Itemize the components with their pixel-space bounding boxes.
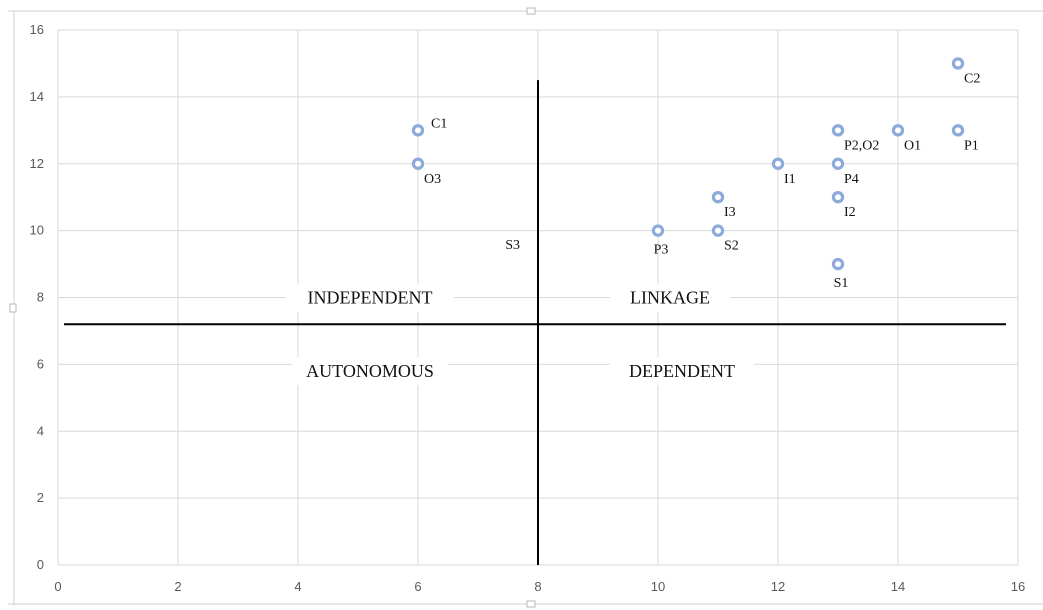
point-marker bbox=[651, 224, 665, 237]
y-tick-label: 0 bbox=[37, 557, 44, 572]
data-point-p3: P3 bbox=[651, 224, 669, 258]
y-tick-label: 8 bbox=[37, 290, 44, 305]
quadrant-label-linkage: LINKAGE bbox=[610, 283, 730, 312]
point-marker bbox=[831, 257, 845, 271]
point-marker bbox=[951, 124, 965, 137]
point-marker bbox=[411, 157, 425, 170]
x-tick-label: 12 bbox=[771, 579, 785, 594]
data-point-s2: S2 bbox=[711, 224, 739, 254]
quadrant-label-text: AUTONOMOUS bbox=[306, 361, 434, 381]
data-point-o1: O1 bbox=[891, 124, 921, 153]
quadrant-label-text: INDEPENDENT bbox=[308, 288, 433, 308]
x-tick-label: 2 bbox=[174, 579, 181, 594]
quadrant-label-autonomous: AUTONOMOUS bbox=[292, 357, 448, 386]
resize-handle-left[interactable] bbox=[9, 303, 17, 313]
quadrant-label-independent: INDEPENDENT bbox=[286, 283, 454, 312]
point-marker bbox=[891, 124, 905, 137]
point-marker bbox=[711, 190, 725, 204]
data-point-c2: C2 bbox=[951, 57, 980, 86]
x-tick-label: 4 bbox=[294, 579, 301, 594]
point-marker bbox=[711, 224, 725, 237]
point-label: O1 bbox=[904, 138, 921, 153]
x-tick-label: 8 bbox=[534, 579, 541, 594]
point-label: P3 bbox=[654, 243, 669, 258]
tick-labels: 0 2 4 6 8 10 12 14 16 0 2 4 6 8 10 12 14 16 bbox=[30, 22, 1026, 594]
x-tick-label: 6 bbox=[414, 579, 421, 594]
quadrant-label-background bbox=[286, 283, 454, 312]
y-tick-label: 10 bbox=[30, 223, 44, 238]
point-label: I2 bbox=[844, 205, 856, 220]
quadrant-label-background bbox=[610, 283, 730, 312]
data-point-o3: O3 bbox=[411, 157, 441, 187]
point-label: P2,O2 bbox=[844, 138, 879, 153]
point-marker bbox=[831, 157, 845, 170]
data-point-i1: I1 bbox=[771, 157, 796, 187]
y-tick-label: 2 bbox=[37, 490, 44, 505]
point-marker bbox=[951, 57, 965, 70]
data-point-i2: I2 bbox=[831, 190, 856, 220]
quadrant-labels: INDEPENDENT LINKAGE AUTONOMOUS DEPENDENT bbox=[286, 283, 754, 386]
resize-handle-bottom[interactable] bbox=[526, 600, 536, 608]
y-tick-label: 16 bbox=[30, 22, 44, 37]
point-marker bbox=[831, 124, 845, 137]
quadrant-label-background bbox=[292, 357, 448, 386]
x-tick-label: 16 bbox=[1011, 579, 1025, 594]
quadrant-dividers bbox=[64, 80, 1006, 565]
quadrant-label-background bbox=[610, 357, 754, 386]
point-label: C1 bbox=[431, 116, 447, 131]
quadrant-label-dependent: DEPENDENT bbox=[610, 357, 754, 386]
y-tick-label: 6 bbox=[37, 356, 44, 371]
point-marker bbox=[411, 124, 425, 137]
data-point-s1: S1 bbox=[831, 257, 849, 291]
y-tick-label: 12 bbox=[30, 156, 44, 171]
point-label: S2 bbox=[724, 239, 739, 254]
point-label: O3 bbox=[424, 172, 441, 187]
data-point-p4: P4 bbox=[831, 157, 859, 187]
resize-handle-top[interactable] bbox=[526, 7, 536, 15]
point-marker bbox=[831, 190, 845, 204]
data-point-c1: C1 bbox=[411, 116, 447, 137]
y-tick-label: 14 bbox=[30, 89, 44, 104]
point-label: C2 bbox=[964, 71, 980, 86]
point-label: I1 bbox=[784, 172, 796, 187]
data-point-p2-o2: P2,O2 bbox=[831, 124, 879, 153]
point-label: S1 bbox=[834, 276, 849, 291]
data-point-i3: I3 bbox=[711, 190, 736, 220]
quadrant-label-text: DEPENDENT bbox=[629, 361, 735, 381]
annotation-label: S3 bbox=[505, 238, 520, 253]
x-tick-label: 0 bbox=[54, 579, 61, 594]
quadrant-label-text: LINKAGE bbox=[630, 288, 710, 308]
x-tick-label: 14 bbox=[891, 579, 905, 594]
chart-frame-border bbox=[8, 7, 1043, 608]
point-label: P1 bbox=[964, 138, 979, 153]
point-label: P4 bbox=[844, 172, 859, 187]
y-tick-label: 4 bbox=[37, 423, 44, 438]
data-point-p1: P1 bbox=[951, 124, 979, 153]
x-tick-label: 10 bbox=[651, 579, 665, 594]
data-points: C1 O3 P3 I3 S2 I1 P2,O2 P4 I2 S1 O1 C2 P1 S3 bbox=[411, 57, 980, 291]
point-marker bbox=[771, 157, 785, 170]
point-label: I3 bbox=[724, 205, 736, 220]
